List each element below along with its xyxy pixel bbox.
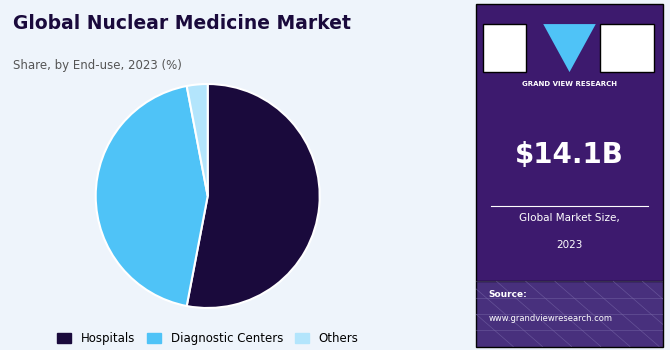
Text: GRAND VIEW RESEARCH: GRAND VIEW RESEARCH [522, 81, 617, 87]
Wedge shape [96, 86, 208, 306]
Wedge shape [187, 84, 320, 308]
Polygon shape [543, 24, 596, 72]
Text: Source:: Source: [489, 290, 527, 299]
Text: $14.1B: $14.1B [515, 141, 624, 169]
FancyBboxPatch shape [476, 281, 663, 346]
Text: www.grandviewresearch.com: www.grandviewresearch.com [489, 314, 613, 323]
FancyBboxPatch shape [483, 24, 527, 72]
FancyBboxPatch shape [476, 4, 663, 346]
Text: Share, by End-use, 2023 (%): Share, by End-use, 2023 (%) [13, 60, 182, 72]
Text: 2023: 2023 [556, 240, 583, 250]
Wedge shape [187, 84, 208, 196]
FancyBboxPatch shape [600, 24, 654, 72]
Text: Global Nuclear Medicine Market: Global Nuclear Medicine Market [13, 14, 351, 33]
Text: Global Market Size,: Global Market Size, [519, 213, 620, 223]
Legend: Hospitals, Diagnostic Centers, Others: Hospitals, Diagnostic Centers, Others [52, 327, 363, 350]
